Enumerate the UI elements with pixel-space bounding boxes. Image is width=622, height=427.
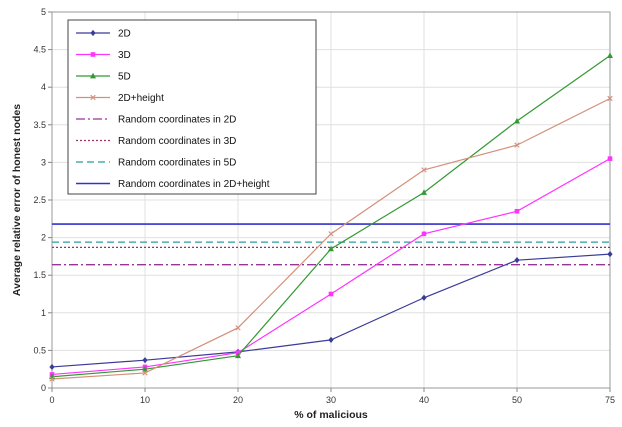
legend-label: Random coordinates in 5D [118,158,236,169]
data-point-marker [607,95,613,102]
data-point-marker [90,72,96,79]
legend-label: 5D [118,72,131,83]
legend-item: Random coordinates in 2D+height [76,179,270,190]
y-tick-label: 0 [41,383,46,393]
y-tick-label: 0.5 [33,345,46,355]
legend-label: Random coordinates in 3D [118,136,236,147]
y-tick-label: 1 [41,308,46,318]
y-tick-label: 5 [41,7,46,17]
data-point-marker [514,257,520,264]
x-tick-label: 30 [326,395,336,405]
x-tick-label: 50 [512,395,522,405]
data-point-marker [514,208,520,214]
y-axis-title: Average relative error of honest nodes [11,104,23,296]
data-point-marker [607,251,613,258]
data-point-marker [142,357,148,364]
legend-item: 2D [76,29,131,40]
legend-box [67,19,317,195]
x-tick-label: 0 [49,395,54,405]
legend-item: 3D [76,50,131,61]
legend-item: 5D [76,72,131,83]
data-point-marker [235,352,241,359]
data-point-marker [421,294,427,301]
data-point-marker [90,52,96,57]
series-markers [49,52,613,382]
y-tick-label: 4.5 [33,45,46,55]
data-point-marker [607,156,613,161]
data-point-marker [514,117,520,124]
reference-lines [52,223,610,266]
x-tick-label: 40 [419,395,429,405]
data-point-marker [142,366,148,372]
data-point-marker [421,189,427,195]
y-tick-label: 2 [41,233,46,243]
y-tick-label: 1.5 [33,270,46,280]
data-point-marker [514,142,520,148]
y-axis-ticks: 0 0.5 1 1.5 2 2.5 3 3.5 4 4.5 5 [33,7,52,393]
data-point-marker [607,52,613,59]
data-point-marker [49,363,55,371]
data-point-marker [328,231,334,237]
legend-item: 2D+height [76,93,164,104]
legend-label: 2D+height [118,93,164,104]
y-tick-label: 3.5 [33,120,46,130]
legend-item: Random coordinates in 2D [76,115,236,126]
legend-label: Random coordinates in 2D [118,115,236,126]
x-tick-label: 10 [140,395,150,405]
data-point-marker [421,167,427,173]
data-point-marker [49,376,55,382]
legend-item: Random coordinates in 3D [76,136,236,147]
x-tick-label: 75 [605,395,615,405]
data-point-marker [328,336,334,343]
data-point-marker [421,231,427,237]
y-tick-label: 4 [41,82,46,92]
y-tick-label: 2.5 [33,195,46,205]
data-point-marker [90,94,96,101]
data-point-marker [328,245,334,252]
data-point-marker [90,29,96,37]
legend-item: Random coordinates in 5D [76,158,236,169]
legend: 2D 3D 5D 2D+height Random coordinates in 2D R… [67,19,317,195]
x-tick-label: 20 [233,395,243,405]
x-axis-ticks: 0 10 20 30 40 50 75 [49,388,615,405]
data-point-marker [328,291,334,297]
data-point-marker [142,370,148,376]
legend-label: 2D [118,29,131,40]
data-point-marker [235,325,241,331]
legend-label: 3D [118,50,131,61]
x-axis-title: % of malicious [294,409,368,421]
legend-label: Random coordinates in 2D+height [118,179,270,190]
y-tick-label: 3 [41,157,46,167]
